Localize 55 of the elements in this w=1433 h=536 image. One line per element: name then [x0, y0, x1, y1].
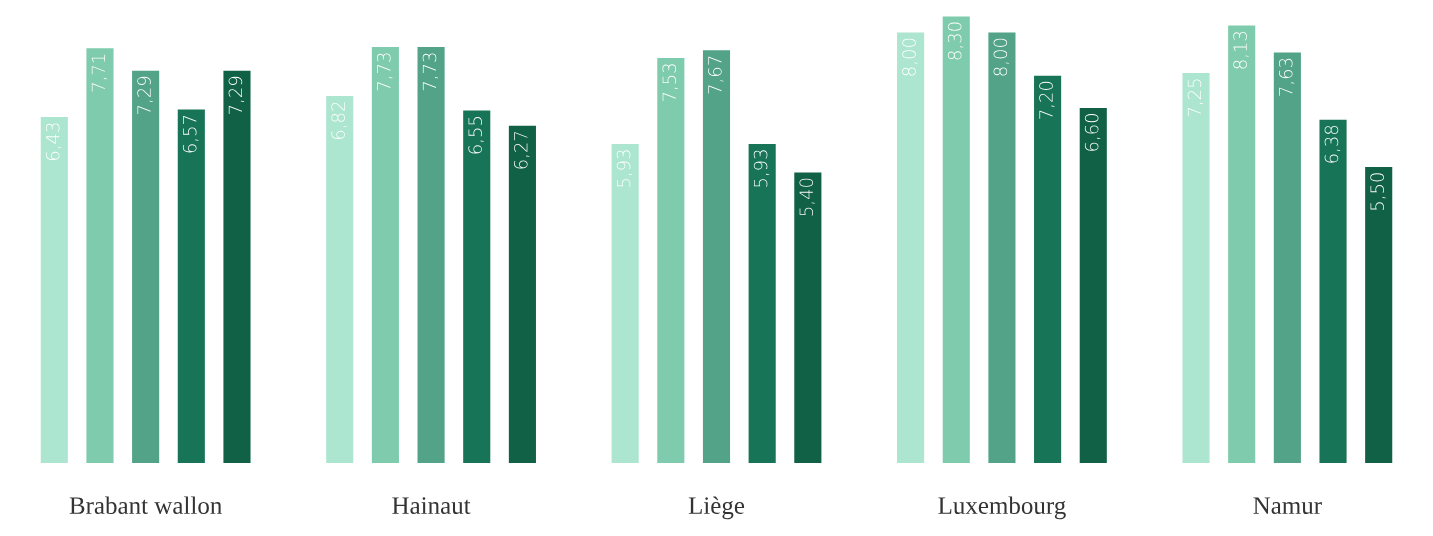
bar: [371, 47, 399, 464]
bar: [1273, 52, 1301, 464]
bar: [794, 172, 822, 464]
data-label: 5,93: [616, 150, 633, 187]
data-label: 8,13: [1233, 31, 1249, 69]
bar: [463, 110, 491, 464]
data-label: 8,30: [947, 22, 964, 60]
bar: [1079, 107, 1107, 464]
bar: [1228, 25, 1256, 464]
x-tick-label: Namur: [1253, 497, 1322, 515]
bar: [1319, 119, 1347, 464]
bar: [40, 117, 68, 464]
bar: [1182, 72, 1210, 464]
data-label: 7,20: [1039, 81, 1055, 119]
data-label: 8,00: [902, 38, 918, 76]
bar: [508, 125, 536, 464]
data-label: 5,50: [1370, 173, 1386, 211]
bar: [897, 32, 925, 464]
bar: [86, 48, 114, 464]
bar: [1365, 167, 1393, 464]
bar: [326, 96, 354, 464]
data-label: 7,29: [137, 76, 153, 114]
bar: [942, 16, 970, 464]
data-label: 7,71: [91, 54, 108, 92]
bar: [611, 143, 639, 464]
bar: [748, 143, 776, 464]
data-label: 8,00: [993, 38, 1010, 76]
data-label: 6,27: [513, 132, 530, 169]
data-label: 7,67: [708, 56, 724, 94]
bar: [1034, 75, 1062, 464]
bar: [657, 57, 685, 464]
data-label: 7,29: [228, 76, 245, 114]
data-label: 6,57: [182, 116, 199, 153]
bar: [223, 70, 251, 464]
data-label: 5,40: [799, 178, 815, 216]
data-label: 6,82: [331, 102, 347, 139]
x-tick-label: Luxembourg: [938, 496, 1066, 520]
data-label: 7,73: [422, 53, 439, 91]
data-label: 7,63: [1278, 58, 1295, 96]
x-tick-label: Hainaut: [392, 497, 471, 515]
bar: [177, 109, 205, 464]
data-label: 7,73: [376, 53, 393, 91]
data-label: 6,43: [45, 123, 62, 160]
data-label: 6,55: [468, 117, 484, 154]
data-label: 7,53: [662, 64, 678, 102]
x-tick-label: Liège: [688, 496, 745, 520]
bar: [417, 47, 445, 464]
bar: [132, 70, 160, 464]
data-label: 6,38: [1324, 125, 1341, 163]
bar: [988, 32, 1016, 464]
data-label: 5,93: [753, 150, 770, 187]
data-label: 6,60: [1084, 114, 1101, 151]
data-label: 7,25: [1187, 79, 1204, 117]
bar: [702, 50, 731, 464]
x-tick-label: Brabant wallon: [69, 496, 222, 515]
